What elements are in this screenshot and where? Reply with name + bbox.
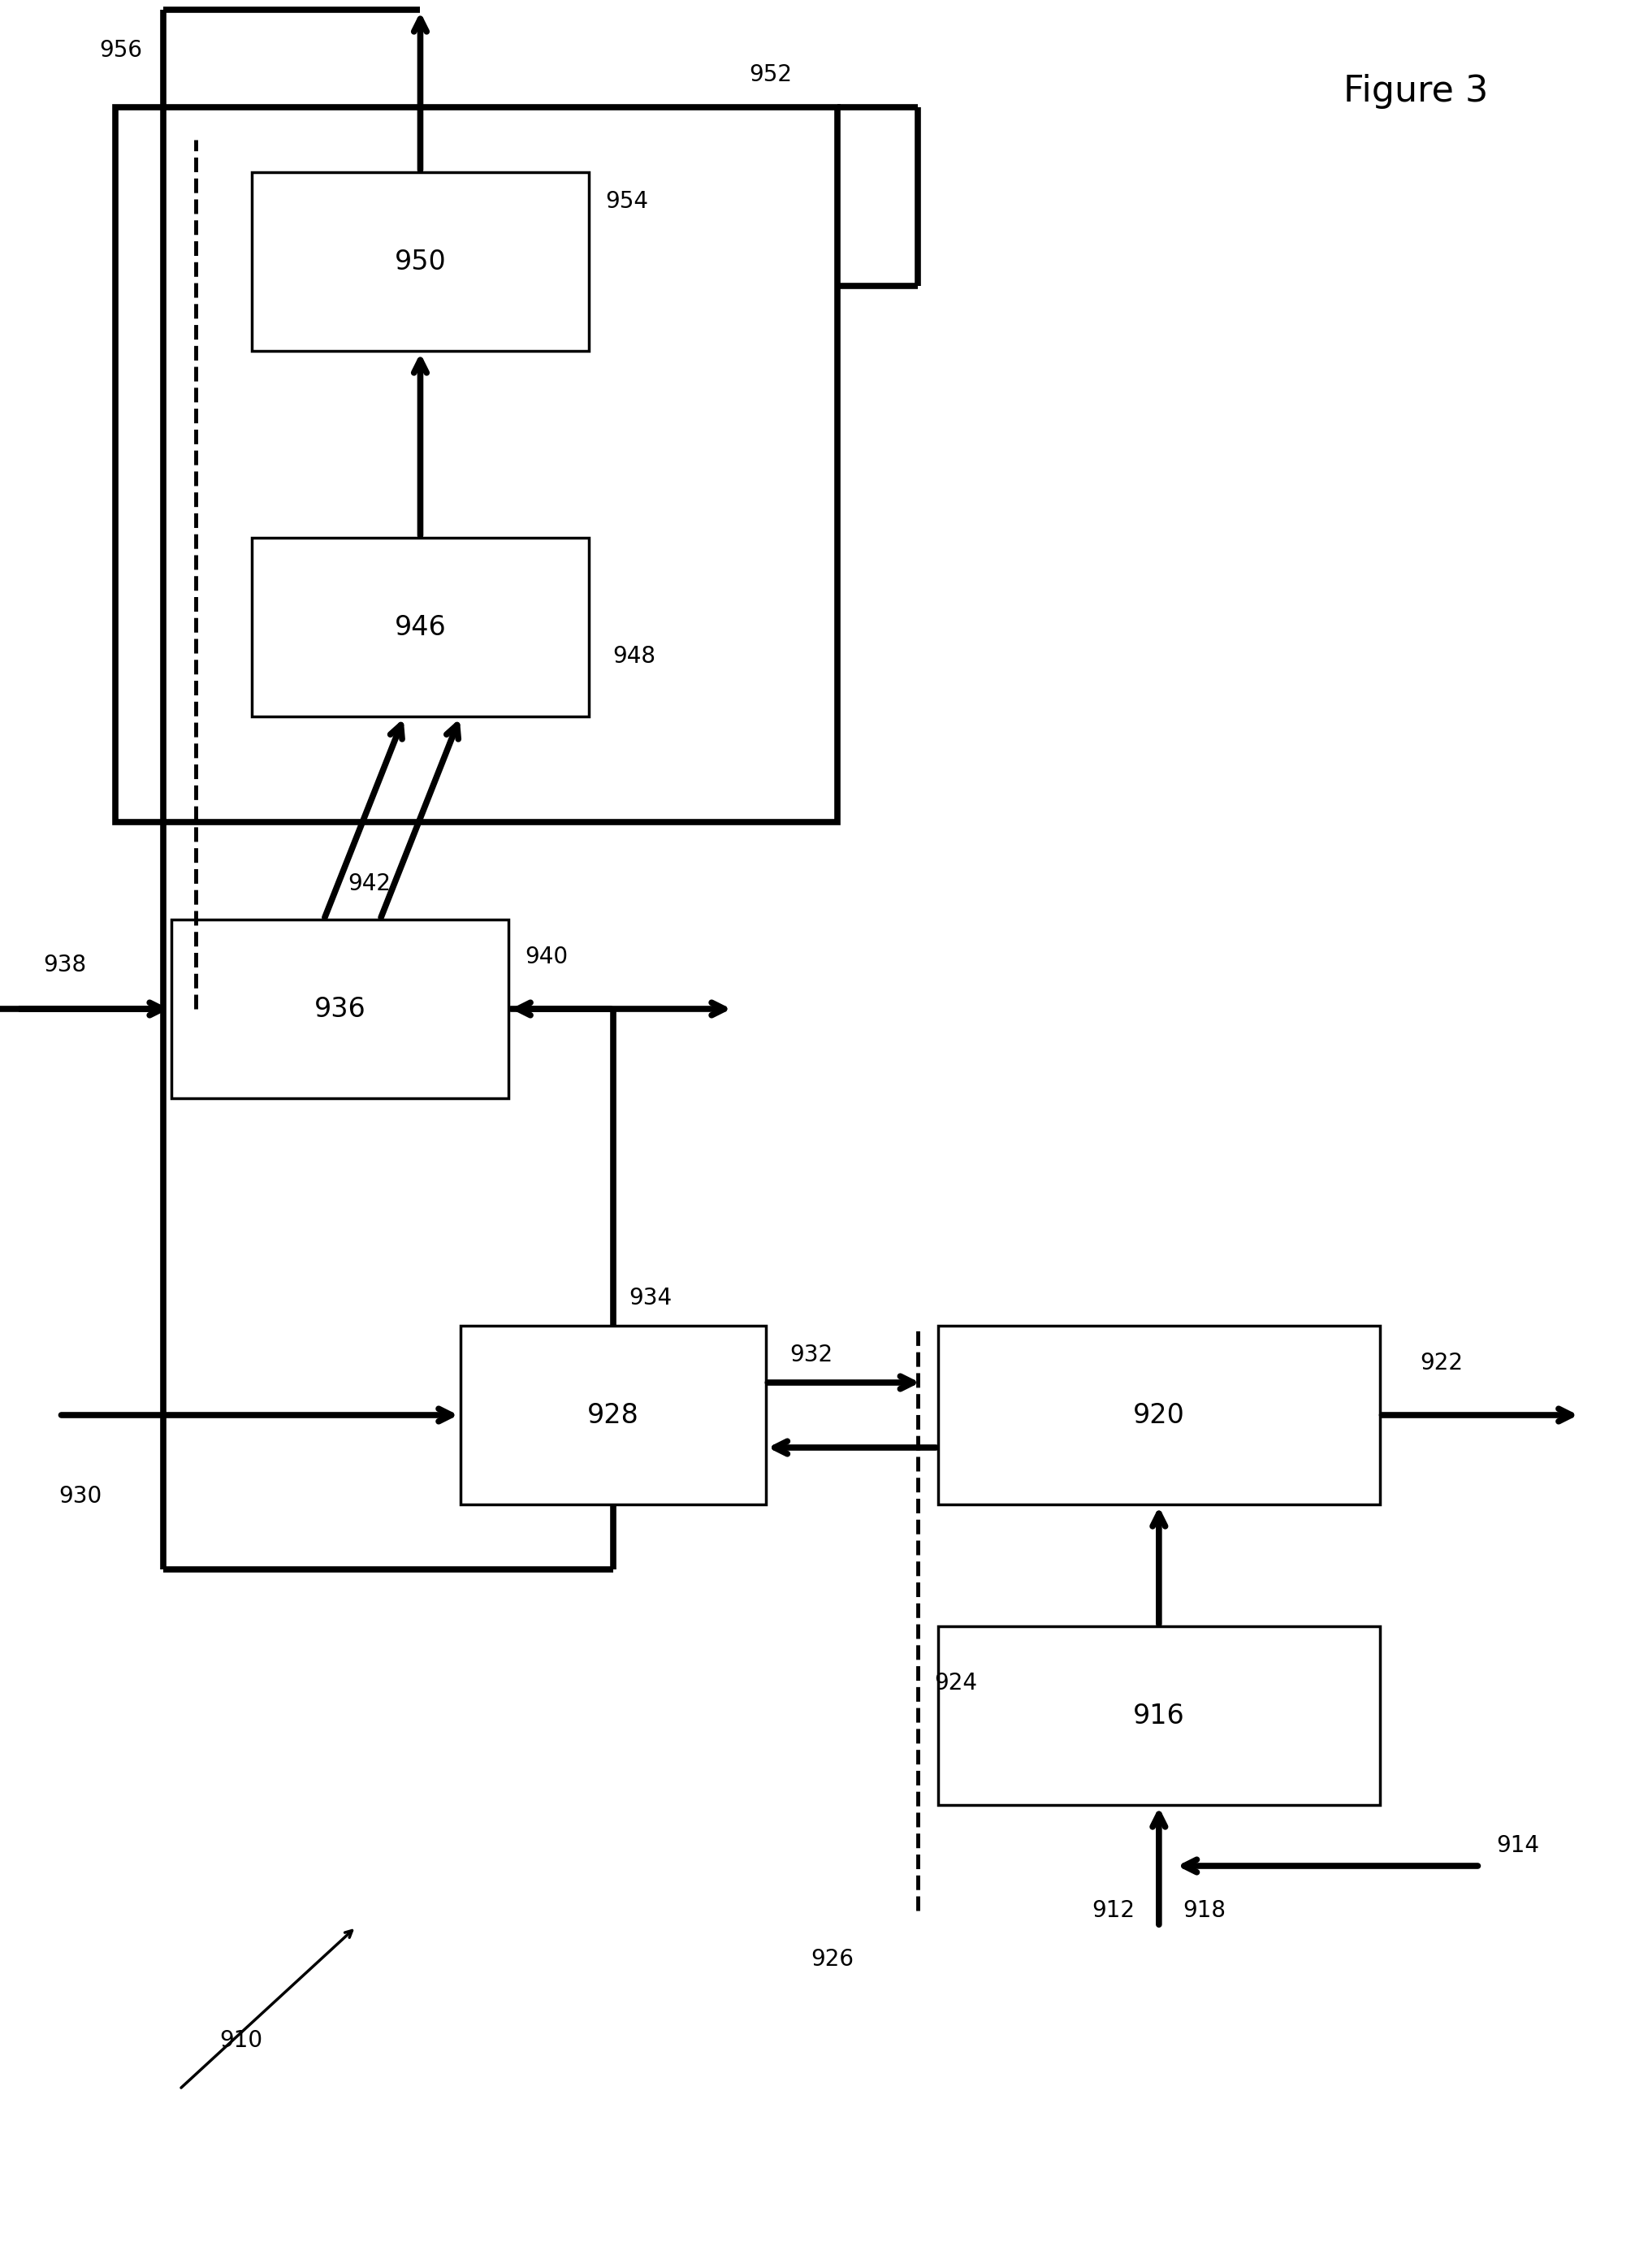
FancyBboxPatch shape — [461, 1327, 765, 1504]
Text: 922: 922 — [1419, 1352, 1463, 1374]
Text: 926: 926 — [811, 1948, 853, 1971]
FancyBboxPatch shape — [172, 919, 508, 1098]
Text: 912: 912 — [1092, 1898, 1135, 1921]
Text: 950: 950 — [394, 247, 446, 274]
Text: 910: 910 — [219, 2030, 263, 2053]
Text: 936: 936 — [314, 996, 366, 1023]
FancyBboxPatch shape — [938, 1626, 1380, 1805]
Text: 954: 954 — [605, 191, 647, 213]
Text: 920: 920 — [1133, 1402, 1185, 1429]
FancyBboxPatch shape — [938, 1327, 1380, 1504]
Text: 932: 932 — [790, 1343, 832, 1365]
Text: Figure 3: Figure 3 — [1344, 73, 1488, 109]
Text: 918: 918 — [1184, 1898, 1226, 1921]
Text: 930: 930 — [59, 1486, 103, 1508]
FancyBboxPatch shape — [252, 538, 589, 717]
Text: 914: 914 — [1496, 1835, 1539, 1857]
Text: 940: 940 — [525, 946, 567, 968]
Text: 956: 956 — [100, 39, 142, 61]
Text: 942: 942 — [348, 873, 391, 896]
Text: 946: 946 — [394, 615, 446, 640]
Text: 938: 938 — [43, 953, 87, 978]
Text: 924: 924 — [934, 1672, 978, 1694]
Text: 934: 934 — [629, 1286, 672, 1309]
Text: 928: 928 — [587, 1402, 639, 1429]
Text: 948: 948 — [613, 644, 656, 667]
FancyBboxPatch shape — [252, 172, 589, 352]
Text: 916: 916 — [1133, 1703, 1185, 1728]
Text: 952: 952 — [749, 64, 793, 86]
